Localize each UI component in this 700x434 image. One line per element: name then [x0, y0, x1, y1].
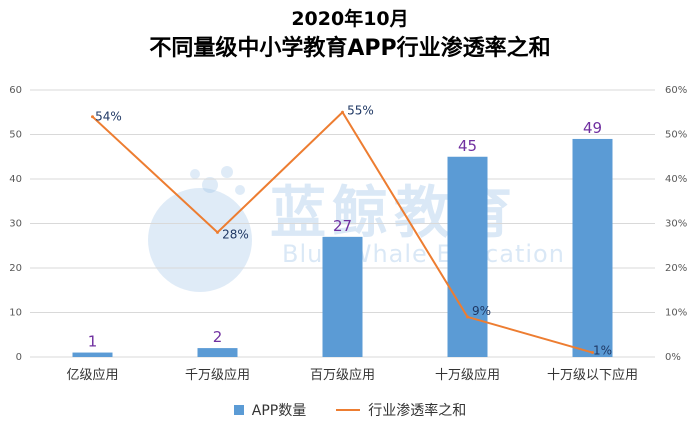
legend-swatch-bar — [233, 405, 244, 415]
line-point — [216, 230, 219, 234]
x-tick-label: 亿级应用 — [66, 367, 118, 383]
x-tick-label: 十万级应用 — [435, 367, 500, 383]
chart-legend: APP数量 行业渗透率之和 — [0, 400, 700, 420]
x-tick-label: 十万级以下应用 — [547, 367, 638, 383]
whale-logo-icon — [148, 166, 252, 292]
x-tick-label: 千万级应用 — [185, 367, 250, 383]
y-right-tick-label: 40% — [665, 174, 687, 185]
bar-data-label: 1 — [88, 333, 98, 351]
legend-item-line: 行业渗透率之和 — [336, 400, 466, 420]
line-point — [466, 315, 469, 319]
y-right-tick-label: 0% — [665, 352, 681, 363]
line-data-label: 28% — [222, 227, 249, 241]
chart-subtitle: 不同量级中小学教育APP行业渗透率之和 — [149, 36, 551, 61]
y-left-tick-label: 10 — [9, 308, 22, 319]
line-point — [91, 115, 94, 119]
y-left-tick-label: 0 — [16, 352, 22, 363]
bar — [447, 156, 488, 357]
y-right-tick-label: 60% — [665, 85, 687, 96]
x-tick-label: 百万级应用 — [310, 367, 375, 383]
line-data-label: 55% — [347, 103, 374, 117]
bar — [322, 236, 363, 357]
y-right-tick-label: 20% — [665, 263, 687, 274]
y-right-tick-label: 10% — [665, 308, 687, 319]
y-left-tick-label: 50 — [9, 130, 22, 141]
y-left-tick-label: 60 — [9, 85, 22, 96]
legend-label-bar: APP数量 — [251, 403, 307, 419]
line-data-label: 9% — [472, 304, 491, 318]
line-data-label: 1% — [593, 344, 612, 358]
y-left-tick-label: 40 — [9, 174, 22, 185]
y-right-tick-label: 50% — [665, 130, 687, 141]
bar-data-label: 2 — [213, 328, 223, 346]
line-data-label: 54% — [95, 110, 122, 124]
y-right-tick-label: 30% — [665, 219, 687, 230]
line-point — [591, 351, 594, 355]
bar — [72, 352, 113, 357]
chart-title: 2020年10月 — [291, 8, 409, 30]
bar-data-label: 27 — [333, 217, 352, 235]
legend-item-bar: APP数量 — [233, 400, 307, 420]
y-left-tick-label: 30 — [9, 219, 22, 230]
legend-label-line: 行业渗透率之和 — [368, 403, 467, 419]
y-left-tick-label: 20 — [9, 263, 22, 274]
legend-swatch-line — [336, 409, 361, 411]
bar-data-label: 45 — [458, 137, 477, 155]
line-point — [341, 110, 344, 114]
bar — [197, 348, 238, 357]
bar-data-label: 49 — [583, 119, 602, 137]
bar — [572, 138, 613, 357]
